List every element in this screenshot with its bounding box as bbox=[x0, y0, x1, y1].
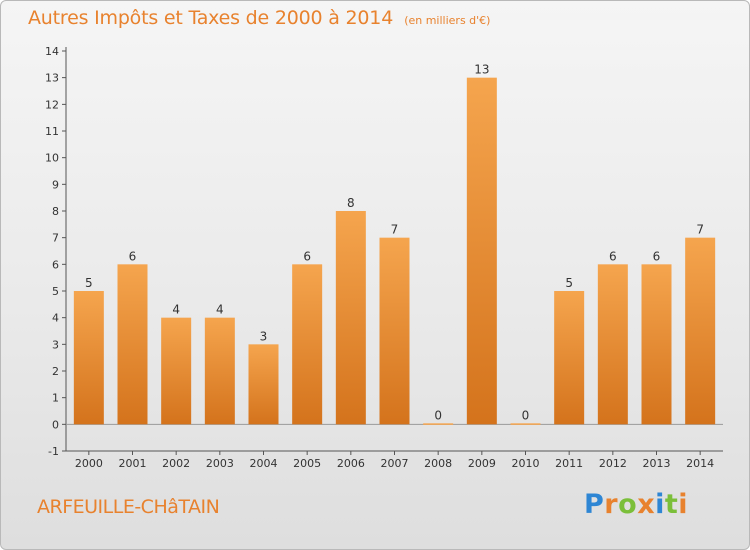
logo-letter: i bbox=[655, 489, 665, 520]
y-tick-label: 13 bbox=[45, 72, 59, 85]
bar-value-label: 5 bbox=[85, 276, 93, 290]
bar bbox=[641, 264, 672, 425]
bar bbox=[73, 291, 104, 425]
bar bbox=[554, 291, 585, 425]
bar-value-label: 6 bbox=[609, 249, 617, 263]
bar bbox=[335, 211, 366, 425]
bar-value-label: 8 bbox=[347, 196, 355, 210]
y-tick-label: 1 bbox=[52, 392, 59, 405]
bar bbox=[466, 77, 497, 425]
chart-title-row: Autres Impôts et Taxes de 2000 à 2014 (e… bbox=[28, 7, 490, 29]
proxiti-logo: Proxiti bbox=[584, 489, 688, 520]
x-tick-label: 2006 bbox=[337, 457, 365, 470]
bar bbox=[423, 423, 454, 425]
x-tick-label: 2013 bbox=[643, 457, 671, 470]
y-tick-label: 9 bbox=[52, 178, 59, 191]
bar bbox=[510, 423, 541, 425]
logo-letter: i bbox=[678, 489, 689, 520]
bar-value-label: 0 bbox=[522, 408, 530, 422]
y-tick-label: 5 bbox=[52, 285, 59, 298]
bar-value-label: 5 bbox=[565, 276, 573, 290]
bar-value-label: 3 bbox=[260, 329, 268, 343]
y-tick-label: 11 bbox=[45, 125, 59, 138]
chart-subtitle: (en milliers d'€) bbox=[404, 14, 491, 27]
bar bbox=[117, 264, 148, 425]
bar-value-label: 4 bbox=[216, 303, 224, 317]
x-tick-label: 2012 bbox=[599, 457, 627, 470]
y-tick-label: 10 bbox=[45, 152, 59, 165]
bar bbox=[379, 237, 410, 425]
chart-labels: -101234567891011121314520006200142002420… bbox=[45, 45, 714, 470]
bar-value-label: 6 bbox=[129, 249, 137, 263]
bar bbox=[597, 264, 628, 425]
x-tick-label: 2010 bbox=[512, 457, 540, 470]
bar-value-label: 6 bbox=[653, 249, 661, 263]
x-tick-label: 2005 bbox=[293, 457, 321, 470]
x-tick-label: 2014 bbox=[686, 457, 714, 470]
x-tick-label: 2002 bbox=[162, 457, 190, 470]
chart-bars bbox=[73, 77, 716, 425]
bar bbox=[161, 317, 192, 425]
y-tick-label: 7 bbox=[52, 232, 59, 245]
x-tick-label: 2001 bbox=[119, 457, 147, 470]
y-tick-label: 8 bbox=[52, 205, 59, 218]
y-tick-label: 12 bbox=[45, 98, 59, 111]
y-tick-label: -1 bbox=[48, 445, 59, 458]
commune-name: ARFEUILLE-CHâTAIN bbox=[37, 496, 220, 518]
y-tick-label: 6 bbox=[52, 258, 59, 271]
logo-letter: r bbox=[604, 489, 619, 520]
x-tick-label: 2011 bbox=[555, 457, 583, 470]
logo-letter: o bbox=[618, 489, 638, 520]
x-tick-label: 2009 bbox=[468, 457, 496, 470]
bar bbox=[685, 237, 716, 425]
bar-value-label: 6 bbox=[303, 249, 311, 263]
x-tick-label: 2004 bbox=[250, 457, 278, 470]
y-tick-label: 2 bbox=[52, 365, 59, 378]
bar-value-label: 7 bbox=[696, 223, 704, 237]
bar bbox=[204, 317, 235, 425]
chart-title: Autres Impôts et Taxes de 2000 à 2014 bbox=[28, 7, 394, 29]
y-tick-label: 14 bbox=[45, 45, 59, 58]
logo-letter: x bbox=[637, 489, 656, 520]
bar-value-label: 0 bbox=[434, 408, 442, 422]
bar-value-label: 7 bbox=[391, 223, 399, 237]
x-tick-label: 2000 bbox=[75, 457, 103, 470]
y-tick-label: 0 bbox=[52, 418, 59, 431]
bar-value-label: 4 bbox=[172, 303, 180, 317]
y-tick-label: 3 bbox=[52, 338, 59, 351]
logo-letter: P bbox=[584, 489, 605, 520]
x-tick-label: 2007 bbox=[381, 457, 409, 470]
logo-letter: t bbox=[664, 489, 679, 520]
x-tick-label: 2008 bbox=[424, 457, 452, 470]
bar bbox=[292, 264, 323, 425]
x-tick-label: 2003 bbox=[206, 457, 234, 470]
bar-value-label: 13 bbox=[474, 63, 489, 77]
bar bbox=[248, 344, 279, 425]
y-tick-label: 4 bbox=[52, 312, 59, 325]
